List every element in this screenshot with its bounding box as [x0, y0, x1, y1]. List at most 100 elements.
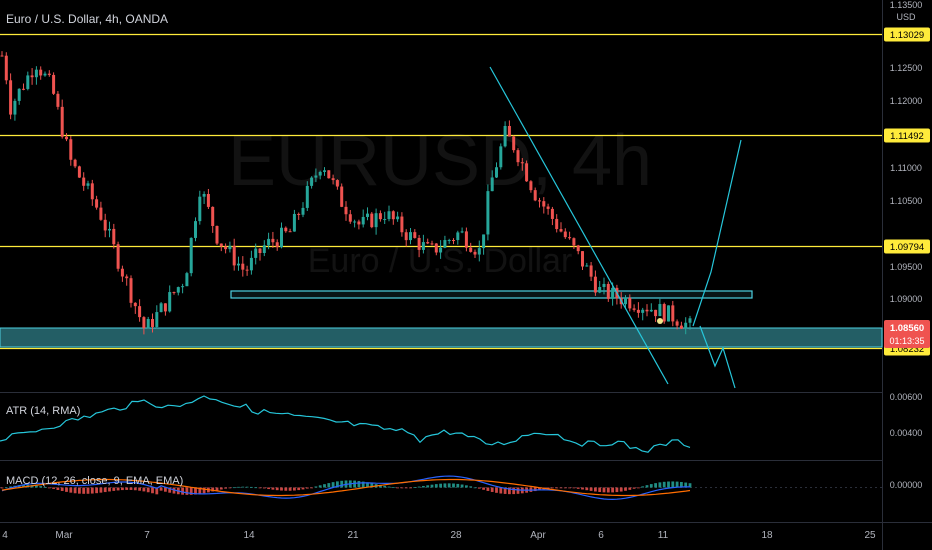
- candle-body[interactable]: [525, 163, 529, 182]
- macd-signal-line[interactable]: [1, 478, 691, 497]
- candle-body[interactable]: [90, 183, 94, 200]
- candle-body[interactable]: [323, 170, 326, 172]
- candle-body[interactable]: [112, 228, 116, 245]
- candle-body[interactable]: [400, 216, 404, 233]
- marker-dot[interactable]: [657, 318, 663, 324]
- candle-body[interactable]: [228, 245, 232, 250]
- atr-line[interactable]: [0, 395, 691, 453]
- candle-body[interactable]: [219, 243, 223, 247]
- candle-body[interactable]: [447, 240, 451, 242]
- candle-body[interactable]: [254, 248, 258, 258]
- candle-body[interactable]: [82, 177, 86, 186]
- candle-body[interactable]: [426, 242, 430, 244]
- candle-body[interactable]: [542, 201, 546, 207]
- candle-body[interactable]: [17, 88, 21, 101]
- candle-body[interactable]: [460, 231, 464, 233]
- candle-body[interactable]: [56, 93, 60, 107]
- support-zone-upper[interactable]: [230, 290, 753, 299]
- projection-down-path[interactable]: [699, 325, 736, 389]
- candle-body[interactable]: [507, 125, 511, 137]
- candle-body[interactable]: [585, 265, 589, 267]
- candle-body[interactable]: [572, 238, 576, 246]
- candle-body[interactable]: [366, 213, 369, 217]
- candle-body[interactable]: [464, 231, 468, 248]
- candle-body[interactable]: [499, 146, 503, 168]
- candle-body[interactable]: [275, 242, 279, 248]
- candle-body[interactable]: [331, 178, 335, 181]
- candle-body[interactable]: [215, 225, 219, 244]
- candle-body[interactable]: [310, 177, 314, 186]
- candle-body[interactable]: [632, 308, 636, 310]
- candle-body[interactable]: [529, 181, 533, 191]
- candle-body[interactable]: [47, 73, 51, 75]
- candle-body[interactable]: [245, 269, 249, 271]
- candle-body[interactable]: [168, 292, 172, 312]
- candle-body[interactable]: [301, 207, 305, 215]
- candle-body[interactable]: [473, 251, 477, 255]
- candle-body[interactable]: [469, 247, 473, 252]
- candle-body[interactable]: [249, 257, 253, 271]
- candle-body[interactable]: [417, 237, 421, 250]
- candle-body[interactable]: [327, 170, 331, 179]
- candle-body[interactable]: [443, 240, 447, 248]
- candle-body[interactable]: [163, 303, 167, 312]
- candle-body[interactable]: [559, 229, 563, 232]
- candle-body[interactable]: [22, 88, 25, 90]
- projection-up-path[interactable]: [692, 139, 742, 327]
- candle-body[interactable]: [563, 231, 567, 238]
- candle-body[interactable]: [271, 238, 275, 243]
- candle-body[interactable]: [224, 246, 228, 250]
- candle-body[interactable]: [490, 177, 494, 192]
- candle-body[interactable]: [675, 321, 679, 326]
- candle-body[interactable]: [9, 80, 13, 115]
- candle-body[interactable]: [671, 305, 675, 322]
- candle-body[interactable]: [30, 75, 34, 78]
- candle-body[interactable]: [198, 196, 202, 222]
- candle-body[interactable]: [176, 287, 180, 293]
- candle-body[interactable]: [624, 297, 627, 305]
- candle-body[interactable]: [606, 283, 610, 299]
- candlestick-series[interactable]: [0, 51, 692, 335]
- candle-body[interactable]: [546, 206, 550, 209]
- candle-body[interactable]: [391, 211, 395, 220]
- candle-body[interactable]: [69, 139, 73, 160]
- candle-body[interactable]: [477, 248, 481, 255]
- candle-body[interactable]: [185, 273, 189, 287]
- candle-body[interactable]: [95, 199, 99, 208]
- candle-body[interactable]: [404, 232, 408, 241]
- candle-body[interactable]: [602, 283, 606, 288]
- candle-body[interactable]: [0, 55, 4, 57]
- candle-body[interactable]: [125, 276, 129, 279]
- candle-body[interactable]: [155, 312, 159, 327]
- candle-body[interactable]: [138, 306, 142, 318]
- candle-body[interactable]: [108, 228, 111, 231]
- candle-body[interactable]: [52, 74, 56, 94]
- candle-body[interactable]: [409, 232, 412, 241]
- candle-body[interactable]: [568, 237, 572, 239]
- candle-body[interactable]: [658, 304, 662, 317]
- candle-body[interactable]: [280, 227, 283, 248]
- candle-body[interactable]: [86, 183, 90, 186]
- candle-body[interactable]: [288, 231, 292, 233]
- candle-body[interactable]: [533, 190, 537, 201]
- candle-body[interactable]: [129, 278, 133, 303]
- candle-body[interactable]: [241, 263, 245, 270]
- candle-body[interactable]: [495, 167, 498, 178]
- candle-body[interactable]: [654, 309, 658, 317]
- time-axis[interactable]: 4 Mar 7 14 21 28 Apr 6 11 18 25: [2, 530, 876, 541]
- candle-body[interactable]: [13, 100, 17, 115]
- candle-body[interactable]: [688, 318, 692, 323]
- candle-body[interactable]: [370, 213, 374, 228]
- candle-body[interactable]: [649, 309, 653, 312]
- candle-body[interactable]: [452, 240, 455, 242]
- candle-body[interactable]: [292, 213, 296, 232]
- macd-line[interactable]: [1, 475, 690, 501]
- candle-body[interactable]: [589, 265, 593, 277]
- candle-body[interactable]: [486, 191, 490, 235]
- candle-body[interactable]: [262, 245, 266, 254]
- candle-body[interactable]: [555, 218, 559, 230]
- candle-body[interactable]: [598, 287, 602, 293]
- candle-body[interactable]: [73, 159, 77, 167]
- candle-body[interactable]: [628, 297, 632, 309]
- candle-body[interactable]: [206, 194, 210, 207]
